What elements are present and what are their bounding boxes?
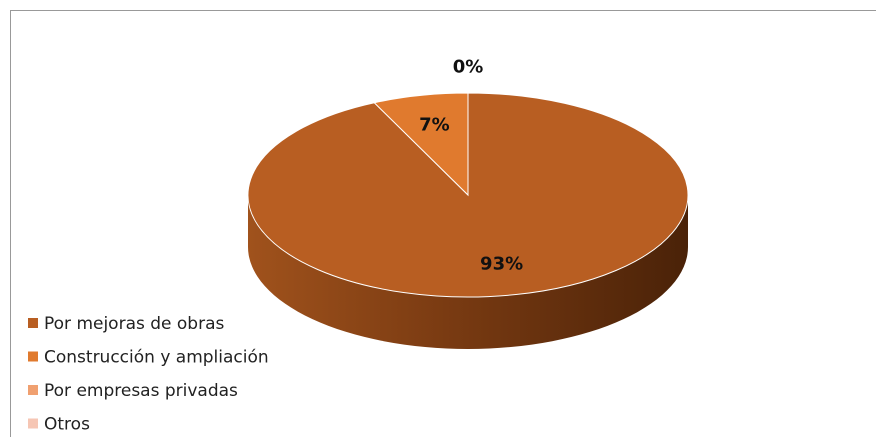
- legend-swatch: [28, 318, 38, 328]
- legend-swatch: [28, 352, 38, 362]
- legend-swatch: [28, 385, 38, 395]
- legend-label: Por empresas privadas: [44, 381, 238, 401]
- legend-label: Otros: [44, 415, 90, 435]
- legend-label: Por mejoras de obras: [44, 314, 225, 334]
- legend-swatch: [28, 419, 38, 429]
- legend-label: Construcción y ampliación: [44, 348, 269, 368]
- data-label: 93%: [480, 254, 523, 275]
- data-label: 0%: [453, 57, 484, 78]
- data-label: 7%: [419, 114, 450, 135]
